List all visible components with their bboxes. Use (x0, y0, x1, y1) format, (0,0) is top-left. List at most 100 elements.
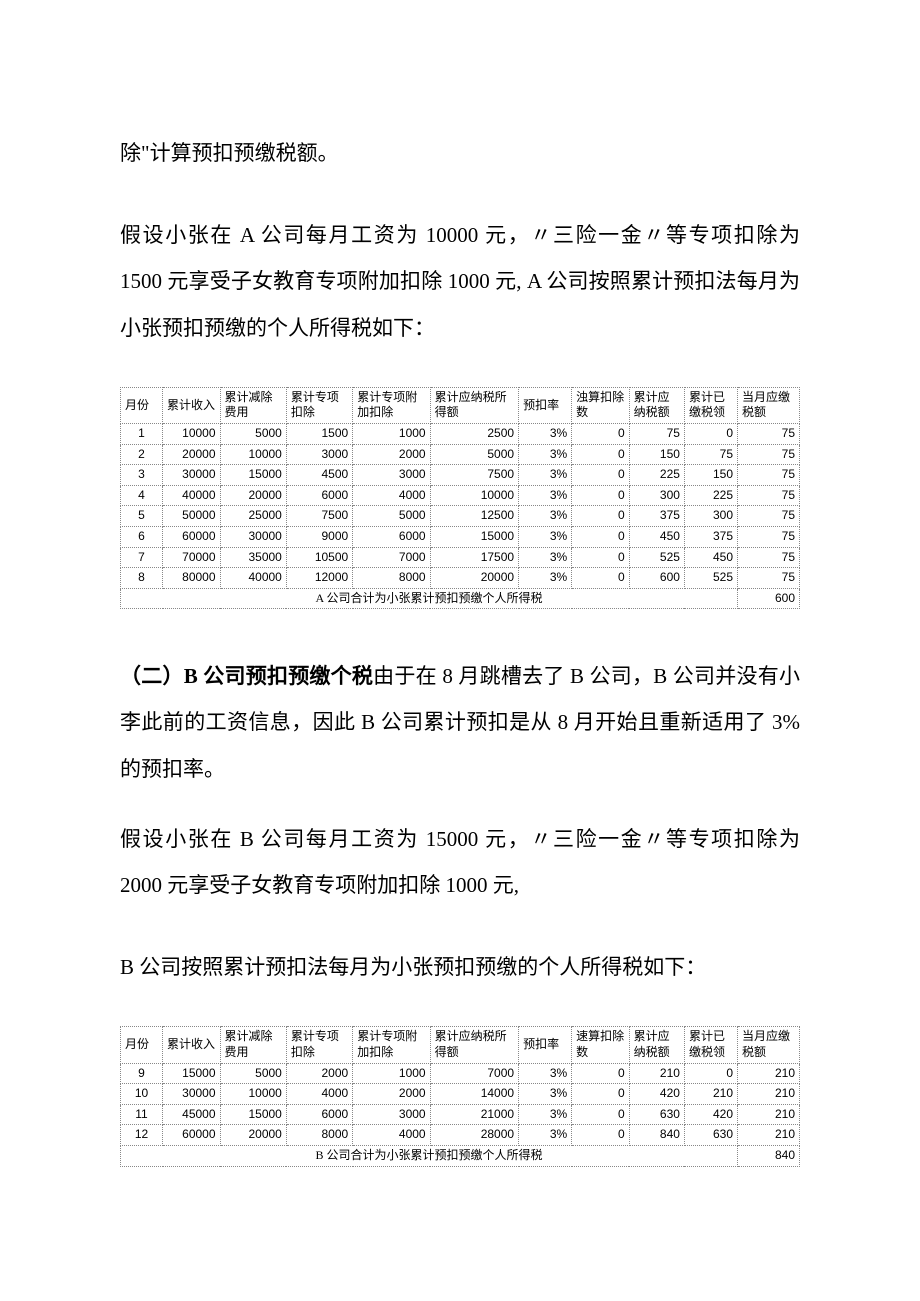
table-b-head: 月份 累计收入 累计减除费用 累计专项扣除 累计专项附加扣除 累计应纳税所得额 … (121, 1027, 800, 1063)
table-cell: 3% (519, 485, 572, 506)
col-quick: 浊算扣除数 (572, 387, 630, 423)
table-cell: 525 (684, 568, 737, 589)
table-cell: 6000 (353, 526, 430, 547)
table-cell: 0 (684, 423, 737, 444)
table-cell: 15000 (163, 1063, 221, 1084)
table-cell: 10 (121, 1084, 163, 1105)
table-cell: 210 (738, 1063, 800, 1084)
table-row: 330000150004500300075003%022515075 (121, 465, 800, 486)
table-cell: 5000 (353, 506, 430, 527)
table-cell: 75 (738, 444, 800, 465)
table-b-body: 91500050002000100070003%0210021010300001… (121, 1063, 800, 1145)
table-cell: 450 (684, 547, 737, 568)
table-cell: 75 (738, 547, 800, 568)
table-row: 6600003000090006000150003%045037575 (121, 526, 800, 547)
paragraph-1: 除"计算预扣预缴税额。 (120, 130, 800, 176)
table-cell: 420 (684, 1104, 737, 1125)
table-cell: 210 (738, 1125, 800, 1146)
col-paid: 累计已缴税领 (684, 1027, 737, 1063)
table-cell: 0 (572, 1063, 630, 1084)
table-cell: 1500 (286, 423, 352, 444)
table-a-foot: A 公司合计为小张累计预扣预缴个人所得税 600 (121, 588, 800, 609)
table-cell: 21000 (430, 1104, 518, 1125)
table-b-footer-label: B 公司合计为小张累计预扣预缴个人所得税 (121, 1145, 738, 1166)
col-add: 累计专项附加扣除 (353, 1027, 430, 1063)
table-cell: 600 (629, 568, 684, 589)
table-cell: 0 (684, 1063, 737, 1084)
table-cell: 375 (629, 506, 684, 527)
table-cell: 0 (572, 547, 630, 568)
table-cell: 375 (684, 526, 737, 547)
col-spec: 累计专项扣除 (286, 387, 352, 423)
table-cell: 3% (519, 1063, 572, 1084)
col-quick: 速算扣除数 (572, 1027, 630, 1063)
table-cell: 3 (121, 465, 163, 486)
table-cell: 12000 (286, 568, 352, 589)
table-cell: 9 (121, 1063, 163, 1084)
table-cell: 7000 (353, 547, 430, 568)
table-cell: 0 (572, 1084, 630, 1105)
table-cell: 210 (629, 1063, 684, 1084)
table-cell: 3000 (353, 465, 430, 486)
paragraph-5: B 公司按照累计预扣法每月为小张预扣预缴的个人所得税如下： (120, 944, 800, 990)
table-cell: 150 (629, 444, 684, 465)
table-cell: 20000 (220, 1125, 286, 1146)
table-footer-row: B 公司合计为小张累计预扣预缴个人所得税 840 (121, 1145, 800, 1166)
paragraph-4: 假设小张在 B 公司每月工资为 15000 元，〃三险一金〃等专项扣除为 200… (120, 816, 800, 908)
table-cell: 630 (684, 1125, 737, 1146)
table-cell: 0 (572, 1104, 630, 1125)
table-cell: 20000 (430, 568, 518, 589)
table-cell: 30000 (163, 465, 221, 486)
table-cell: 1000 (353, 1063, 430, 1084)
table-b-foot: B 公司合计为小张累计预扣预缴个人所得税 840 (121, 1145, 800, 1166)
table-cell: 2 (121, 444, 163, 465)
table-cell: 210 (684, 1084, 737, 1105)
table-cell: 4000 (353, 485, 430, 506)
col-income: 累计收入 (163, 387, 221, 423)
table-footer-row: A 公司合计为小张累计预扣预缴个人所得税 600 (121, 588, 800, 609)
table-cell: 225 (629, 465, 684, 486)
table-cell: 7 (121, 547, 163, 568)
table-row: 220000100003000200050003%01507575 (121, 444, 800, 465)
table-cell: 10000 (430, 485, 518, 506)
table-cell: 3% (519, 465, 572, 486)
table-cell: 8000 (286, 1125, 352, 1146)
table-cell: 3% (519, 506, 572, 527)
table-cell: 9000 (286, 526, 352, 547)
col-deduct: 累计减除费用 (220, 1027, 286, 1063)
col-paid: 累计已缴税领 (684, 387, 737, 423)
col-deduct: 累计减除费用 (220, 387, 286, 423)
table-cell: 150 (684, 465, 737, 486)
table-cell: 3000 (353, 1104, 430, 1125)
table-cell: 75 (738, 568, 800, 589)
table-cell: 525 (629, 547, 684, 568)
table-cell: 10500 (286, 547, 352, 568)
table-cell: 60000 (163, 1125, 221, 1146)
table-cell: 75 (738, 465, 800, 486)
table-cell: 75 (738, 506, 800, 527)
col-spec: 累计专项扣除 (286, 1027, 352, 1063)
table-cell: 15000 (430, 526, 518, 547)
table-b: 月份 累计收入 累计减除费用 累计专项扣除 累计专项附加扣除 累计应纳税所得额 … (120, 1026, 800, 1166)
table-cell: 25000 (220, 506, 286, 527)
table-cell: 75 (684, 444, 737, 465)
table-cell: 4500 (286, 465, 352, 486)
col-due: 累计应纳税额 (629, 1027, 684, 1063)
table-cell: 3% (519, 1084, 572, 1105)
table-cell: 3000 (286, 444, 352, 465)
document-page: 除"计算预扣预缴税额。 假设小张在 A 公司每月工资为 10000 元，〃三险一… (0, 0, 920, 1271)
table-cell: 5000 (220, 423, 286, 444)
table-cell: 0 (572, 465, 630, 486)
col-taxb: 累计应纳税所得额 (430, 1027, 518, 1063)
table-cell: 4000 (286, 1084, 352, 1105)
table-cell: 300 (684, 506, 737, 527)
table-a-footer-value: 600 (738, 588, 800, 609)
col-cur: 当月应缴税额 (738, 1027, 800, 1063)
table-cell: 20000 (220, 485, 286, 506)
table-cell: 12500 (430, 506, 518, 527)
table-cell: 6000 (286, 1104, 352, 1125)
table-cell: 2000 (353, 1084, 430, 1105)
table-cell: 10000 (163, 423, 221, 444)
table-cell: 30000 (220, 526, 286, 547)
table-cell: 30000 (163, 1084, 221, 1105)
